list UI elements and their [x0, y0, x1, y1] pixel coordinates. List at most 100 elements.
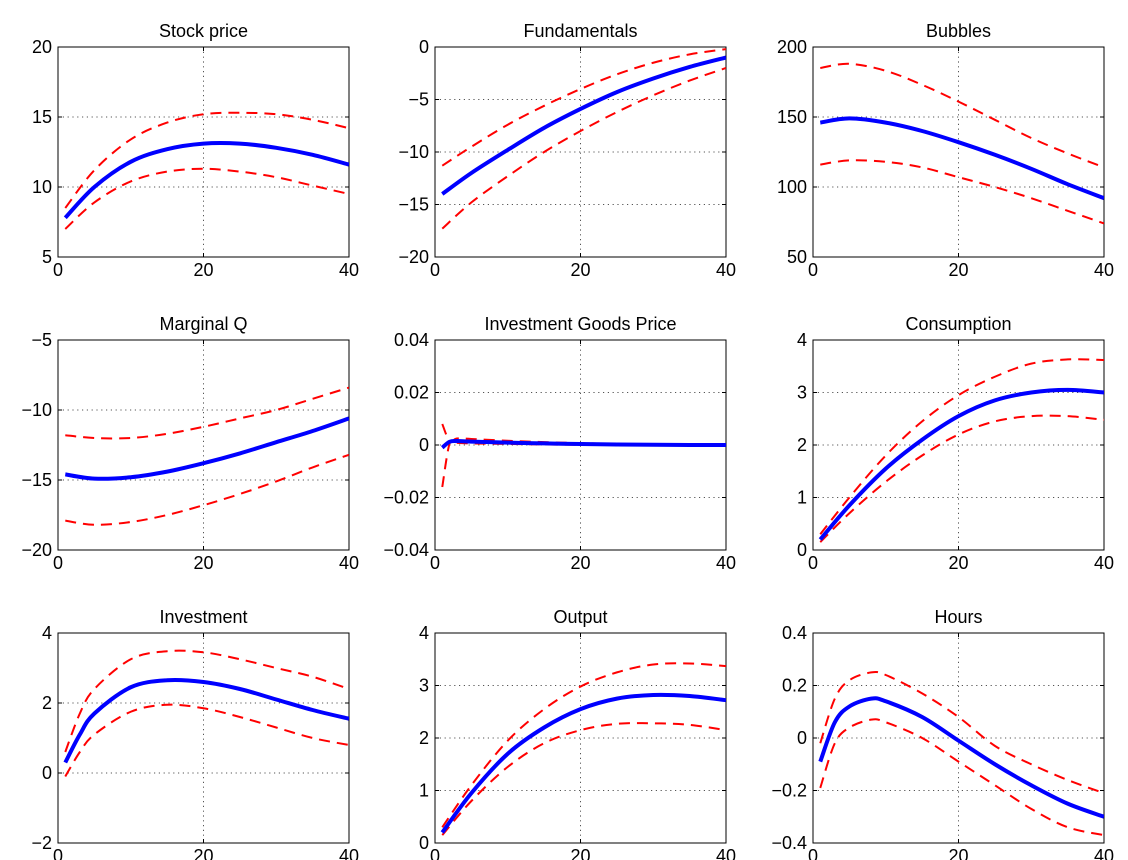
upper-band-line — [819, 670, 1104, 795]
y-tick-label: 200 — [777, 37, 807, 57]
y-tick-label: −0.4 — [771, 833, 807, 853]
lower-band-line — [819, 414, 1104, 543]
y-tick-label: 10 — [32, 177, 52, 197]
y-tick-label: −15 — [398, 195, 429, 215]
y-tick-label: −20 — [398, 247, 429, 267]
lower-band-line — [441, 722, 726, 836]
subplot-title: Hours — [934, 607, 982, 627]
y-tick-label: 4 — [42, 623, 52, 643]
x-tick-label: 0 — [808, 553, 818, 573]
subplot-5: 0 20 40 −0.04 −0.02 0 0.02 0.04 Investment Goods… — [383, 314, 736, 573]
y-tick-label: 0.2 — [782, 676, 807, 696]
lower-band-line — [820, 159, 1104, 225]
y-tick-label: 1 — [797, 488, 807, 508]
y-tick-label: 4 — [419, 623, 429, 643]
y-tick-label: 2 — [42, 693, 52, 713]
lower-band-line — [819, 718, 1104, 837]
y-tick-label: 20 — [32, 37, 52, 57]
x-tick-label: 0 — [53, 846, 63, 860]
subplot-title: Marginal Q — [159, 314, 247, 334]
y-tick-label: 0 — [797, 728, 807, 748]
median-response-line — [818, 696, 1104, 819]
median-response-line — [818, 387, 1104, 541]
subplot-3: 0 20 40 50 100 150 200 Bubbles — [777, 21, 1114, 280]
upper-band-line — [64, 649, 349, 753]
subplot-2: 0 20 40 −20 −15 −10 −5 0 Fundamentals — [398, 21, 736, 280]
y-tick-label: −0.02 — [383, 488, 429, 508]
median-response-line — [819, 116, 1104, 201]
lower-band-line — [441, 439, 726, 488]
x-tick-label: 40 — [1094, 846, 1114, 860]
y-tick-label: 3 — [797, 383, 807, 403]
y-tick-label: 0.02 — [394, 383, 429, 403]
y-tick-label: 4 — [797, 330, 807, 350]
x-tick-label: 0 — [53, 260, 63, 280]
x-tick-label: 20 — [193, 553, 213, 573]
upper-band-line — [441, 662, 726, 828]
y-tick-label: 0 — [419, 833, 429, 853]
subplot-title: Stock price — [159, 21, 248, 41]
x-tick-label: 40 — [1094, 553, 1114, 573]
y-tick-label: 0 — [419, 37, 429, 57]
subplot-title: Investment — [159, 607, 247, 627]
upper-band-line — [64, 111, 349, 209]
x-tick-label: 40 — [339, 553, 359, 573]
x-tick-label: 20 — [193, 260, 213, 280]
x-tick-label: 40 — [339, 260, 359, 280]
y-tick-label: 2 — [797, 435, 807, 455]
x-tick-label: 0 — [808, 260, 818, 280]
y-tick-label: 100 — [777, 177, 807, 197]
median-response-line — [63, 140, 349, 220]
subplot-title: Bubbles — [926, 21, 991, 41]
x-tick-label: 20 — [948, 553, 968, 573]
x-tick-label: 0 — [808, 846, 818, 860]
x-tick-label: 40 — [339, 846, 359, 860]
upper-band-line — [819, 358, 1104, 535]
y-tick-label: 0.04 — [394, 330, 429, 350]
lower-band-line — [64, 167, 349, 230]
y-tick-label: −5 — [408, 90, 429, 110]
subplot-9: 0 20 40 −0.4 −0.2 0 0.2 0.4 Hours — [771, 607, 1114, 860]
subplot-6: 0 20 40 0 1 2 3 4 Consumption — [797, 314, 1114, 573]
x-tick-label: 40 — [1094, 260, 1114, 280]
subplot-title: Investment Goods Price — [484, 314, 676, 334]
x-tick-label: 0 — [430, 846, 440, 860]
y-tick-label: −0.2 — [771, 781, 807, 801]
x-tick-label: 20 — [570, 260, 590, 280]
subplot-4: 0 20 40 −20 −15 −10 −5 Marginal Q — [21, 314, 359, 573]
y-tick-label: −10 — [398, 142, 429, 162]
x-tick-label: 20 — [948, 260, 968, 280]
subplot-title: Consumption — [905, 314, 1011, 334]
x-tick-label: 40 — [716, 846, 736, 860]
y-tick-label: −10 — [21, 400, 52, 420]
y-tick-label: −15 — [21, 470, 52, 490]
subplot-8: 0 20 40 0 1 2 3 4 Output — [419, 607, 736, 860]
x-tick-label: 20 — [948, 846, 968, 860]
y-tick-label: 0 — [42, 763, 52, 783]
lower-band-line — [65, 453, 349, 526]
y-tick-label: 3 — [419, 676, 429, 696]
y-tick-label: 0 — [797, 540, 807, 560]
median-response-line — [440, 439, 726, 450]
median-response-line — [64, 416, 349, 481]
subplot-1: 0 20 40 5 10 15 20 Stock price — [32, 21, 359, 280]
y-tick-label: 0 — [419, 435, 429, 455]
x-tick-label: 20 — [570, 846, 590, 860]
upper-band-line — [441, 48, 726, 167]
lower-band-line — [441, 67, 726, 230]
y-tick-label: 2 — [419, 728, 429, 748]
subplot-title: Output — [553, 607, 607, 627]
x-tick-label: 0 — [430, 260, 440, 280]
lower-band-line — [64, 703, 349, 778]
upper-band-line — [820, 62, 1104, 169]
x-tick-label: 20 — [193, 846, 213, 860]
y-tick-label: −20 — [21, 540, 52, 560]
x-tick-label: 20 — [570, 553, 590, 573]
y-tick-label: 50 — [787, 247, 807, 267]
median-response-line — [441, 55, 726, 196]
y-tick-label: 1 — [419, 781, 429, 801]
y-tick-label: 5 — [42, 247, 52, 267]
x-tick-label: 40 — [716, 553, 736, 573]
